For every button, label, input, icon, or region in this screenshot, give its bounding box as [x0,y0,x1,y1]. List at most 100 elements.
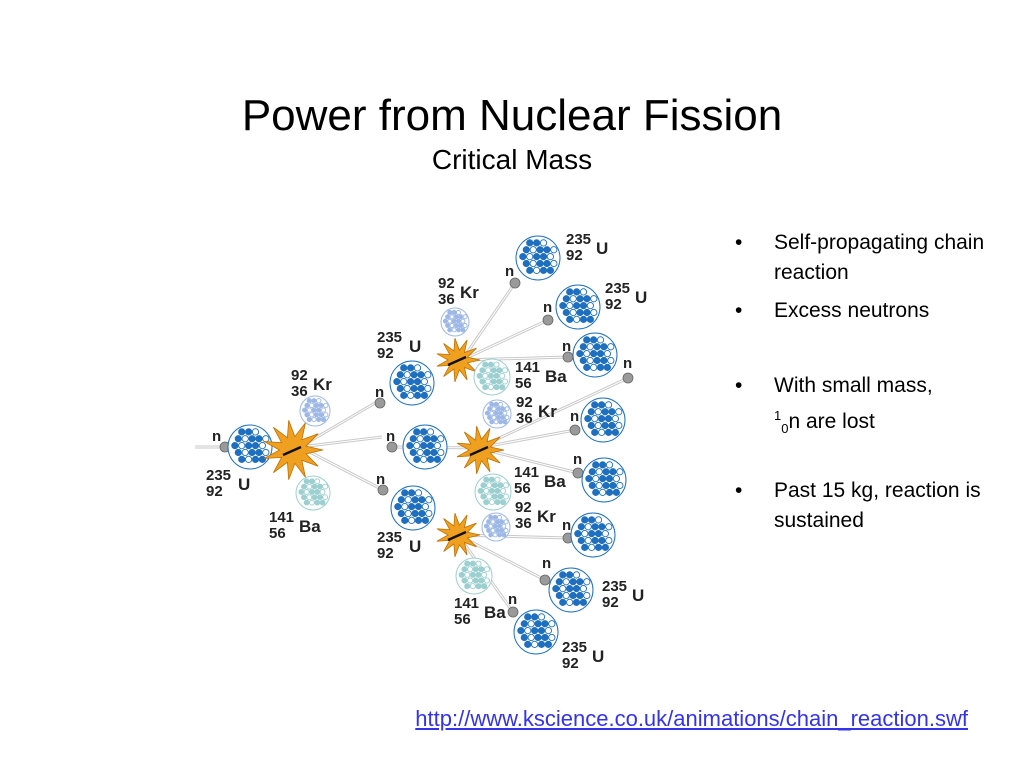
uranium-nucleon [599,488,607,496]
barium-nucleon [493,372,500,379]
uranium-nucleon [424,371,432,379]
uranium-nucleon [396,384,404,393]
uranium-nucleon [583,363,591,371]
bullet-text: Excess neutrons [774,299,930,322]
krypton-atomic-number: 36 [291,383,308,400]
uranium-nucleon [401,489,409,497]
uranium-symbol: U [596,239,608,258]
krypton-nucleon [460,318,466,324]
uranium-mass-number: 235 [206,467,231,484]
krypton-nucleon [320,416,327,423]
uranium-nucleon [531,640,539,648]
barium-nucleon [464,571,471,578]
bullet-text-pre: With small mass, [774,374,933,397]
uranium-nucleon [590,336,598,344]
uranium-nucleon [608,408,616,416]
bullet-dot: • [735,299,743,322]
krypton-nucleon [488,523,494,529]
bullet-text: Past 15 kg, reaction is sustained [774,479,981,532]
barium-nucleon [298,489,305,495]
barium-nucleon [487,372,494,379]
krypton-nucleon [493,419,499,425]
uranium-nucleon [601,408,609,416]
uranium-nucleon [562,578,570,586]
uranium-nucleon [536,246,544,254]
uranium-nucleon [413,428,421,436]
neutron-label: n [570,408,579,425]
uranium-nucleon [581,530,589,538]
uranium-nucleon [238,455,246,463]
krypton-nucleon [486,519,492,525]
uranium-nucleon [255,448,263,457]
uranium-nucleon [605,523,613,531]
barium-nucleon [461,566,468,573]
bullet-dot: • [735,231,743,254]
barium-nucleon [482,372,489,379]
krypton-nucleon [313,402,320,408]
uranium-nucleon [245,428,253,436]
barium-nucleon [319,499,326,506]
uranium-nucleon [407,378,415,386]
uranium-nucleon [541,620,549,628]
krypton-mass-number: 92 [515,499,532,516]
uranium-nucleon [544,640,552,648]
krypton-nucleon [306,416,312,423]
uranium-nucleon [413,455,421,463]
uranium-nucleon [593,343,601,351]
uranium-nucleon [591,523,599,531]
uranium-nucleon [417,371,425,379]
uranium-nucleon [595,481,603,490]
uranium-nucleon [401,516,409,524]
neutron-track-core [299,436,383,448]
barium-nucleon [322,483,329,490]
krypton-nucleon [462,314,468,320]
barium-nucleon [493,384,500,391]
uranium-atomic-number: 92 [377,345,394,362]
krypton-nucleon [501,523,507,529]
uranium-nucleon [608,421,616,430]
uranium-nucleon [598,536,606,545]
uranium-nucleon [601,530,609,538]
neutron-label: n [543,299,552,316]
neutron [374,397,386,409]
krypton-nucleon [309,402,315,408]
barium-symbol: Ba [484,603,506,622]
uranium-nucleon [586,343,594,351]
uranium-nucleon [400,391,408,399]
uranium-nucleon [534,620,542,628]
uranium-nucleon [526,253,534,261]
uranium-nucleon [569,578,577,586]
uranium-nucleon [413,378,422,386]
barium-nucleon [499,372,506,379]
uranium-nucleon [234,448,242,457]
barium-nucleon [464,560,471,567]
uranium-nucleon [569,308,577,317]
krypton-nucleon [451,309,457,315]
uranium-nucleon [594,408,602,416]
uranium-nucleon [543,259,551,268]
uranium-mass-number: 235 [377,529,402,546]
uranium-nucleon [404,509,412,518]
barium-nucleon [467,577,474,584]
barium-mass-number: 141 [515,359,540,376]
krypton-nucleon [497,523,502,529]
barium-nucleon [461,577,468,584]
barium-nucleon [311,483,318,490]
barium-nucleon [472,577,479,584]
source-link[interactable]: http://www.kscience.co.uk/animations/cha… [415,706,968,731]
uranium-nucleon [533,266,541,274]
uranium-nucleon [397,509,405,518]
uranium-nucleon [411,496,419,504]
krypton-nucleon [503,528,509,533]
neutron-label: n [376,471,385,488]
barium-nucleon [301,483,307,490]
uranium-nucleon [411,509,419,518]
krypton-nucleon [456,318,461,324]
uranium-nucleon [576,578,584,586]
krypton-nucleon [498,419,503,425]
uranium-nucleon [420,391,428,399]
uranium-nucleon [517,627,525,635]
uranium-nucleon [414,516,423,524]
barium-nucleon [464,583,471,590]
barium-nucleon [485,378,492,385]
